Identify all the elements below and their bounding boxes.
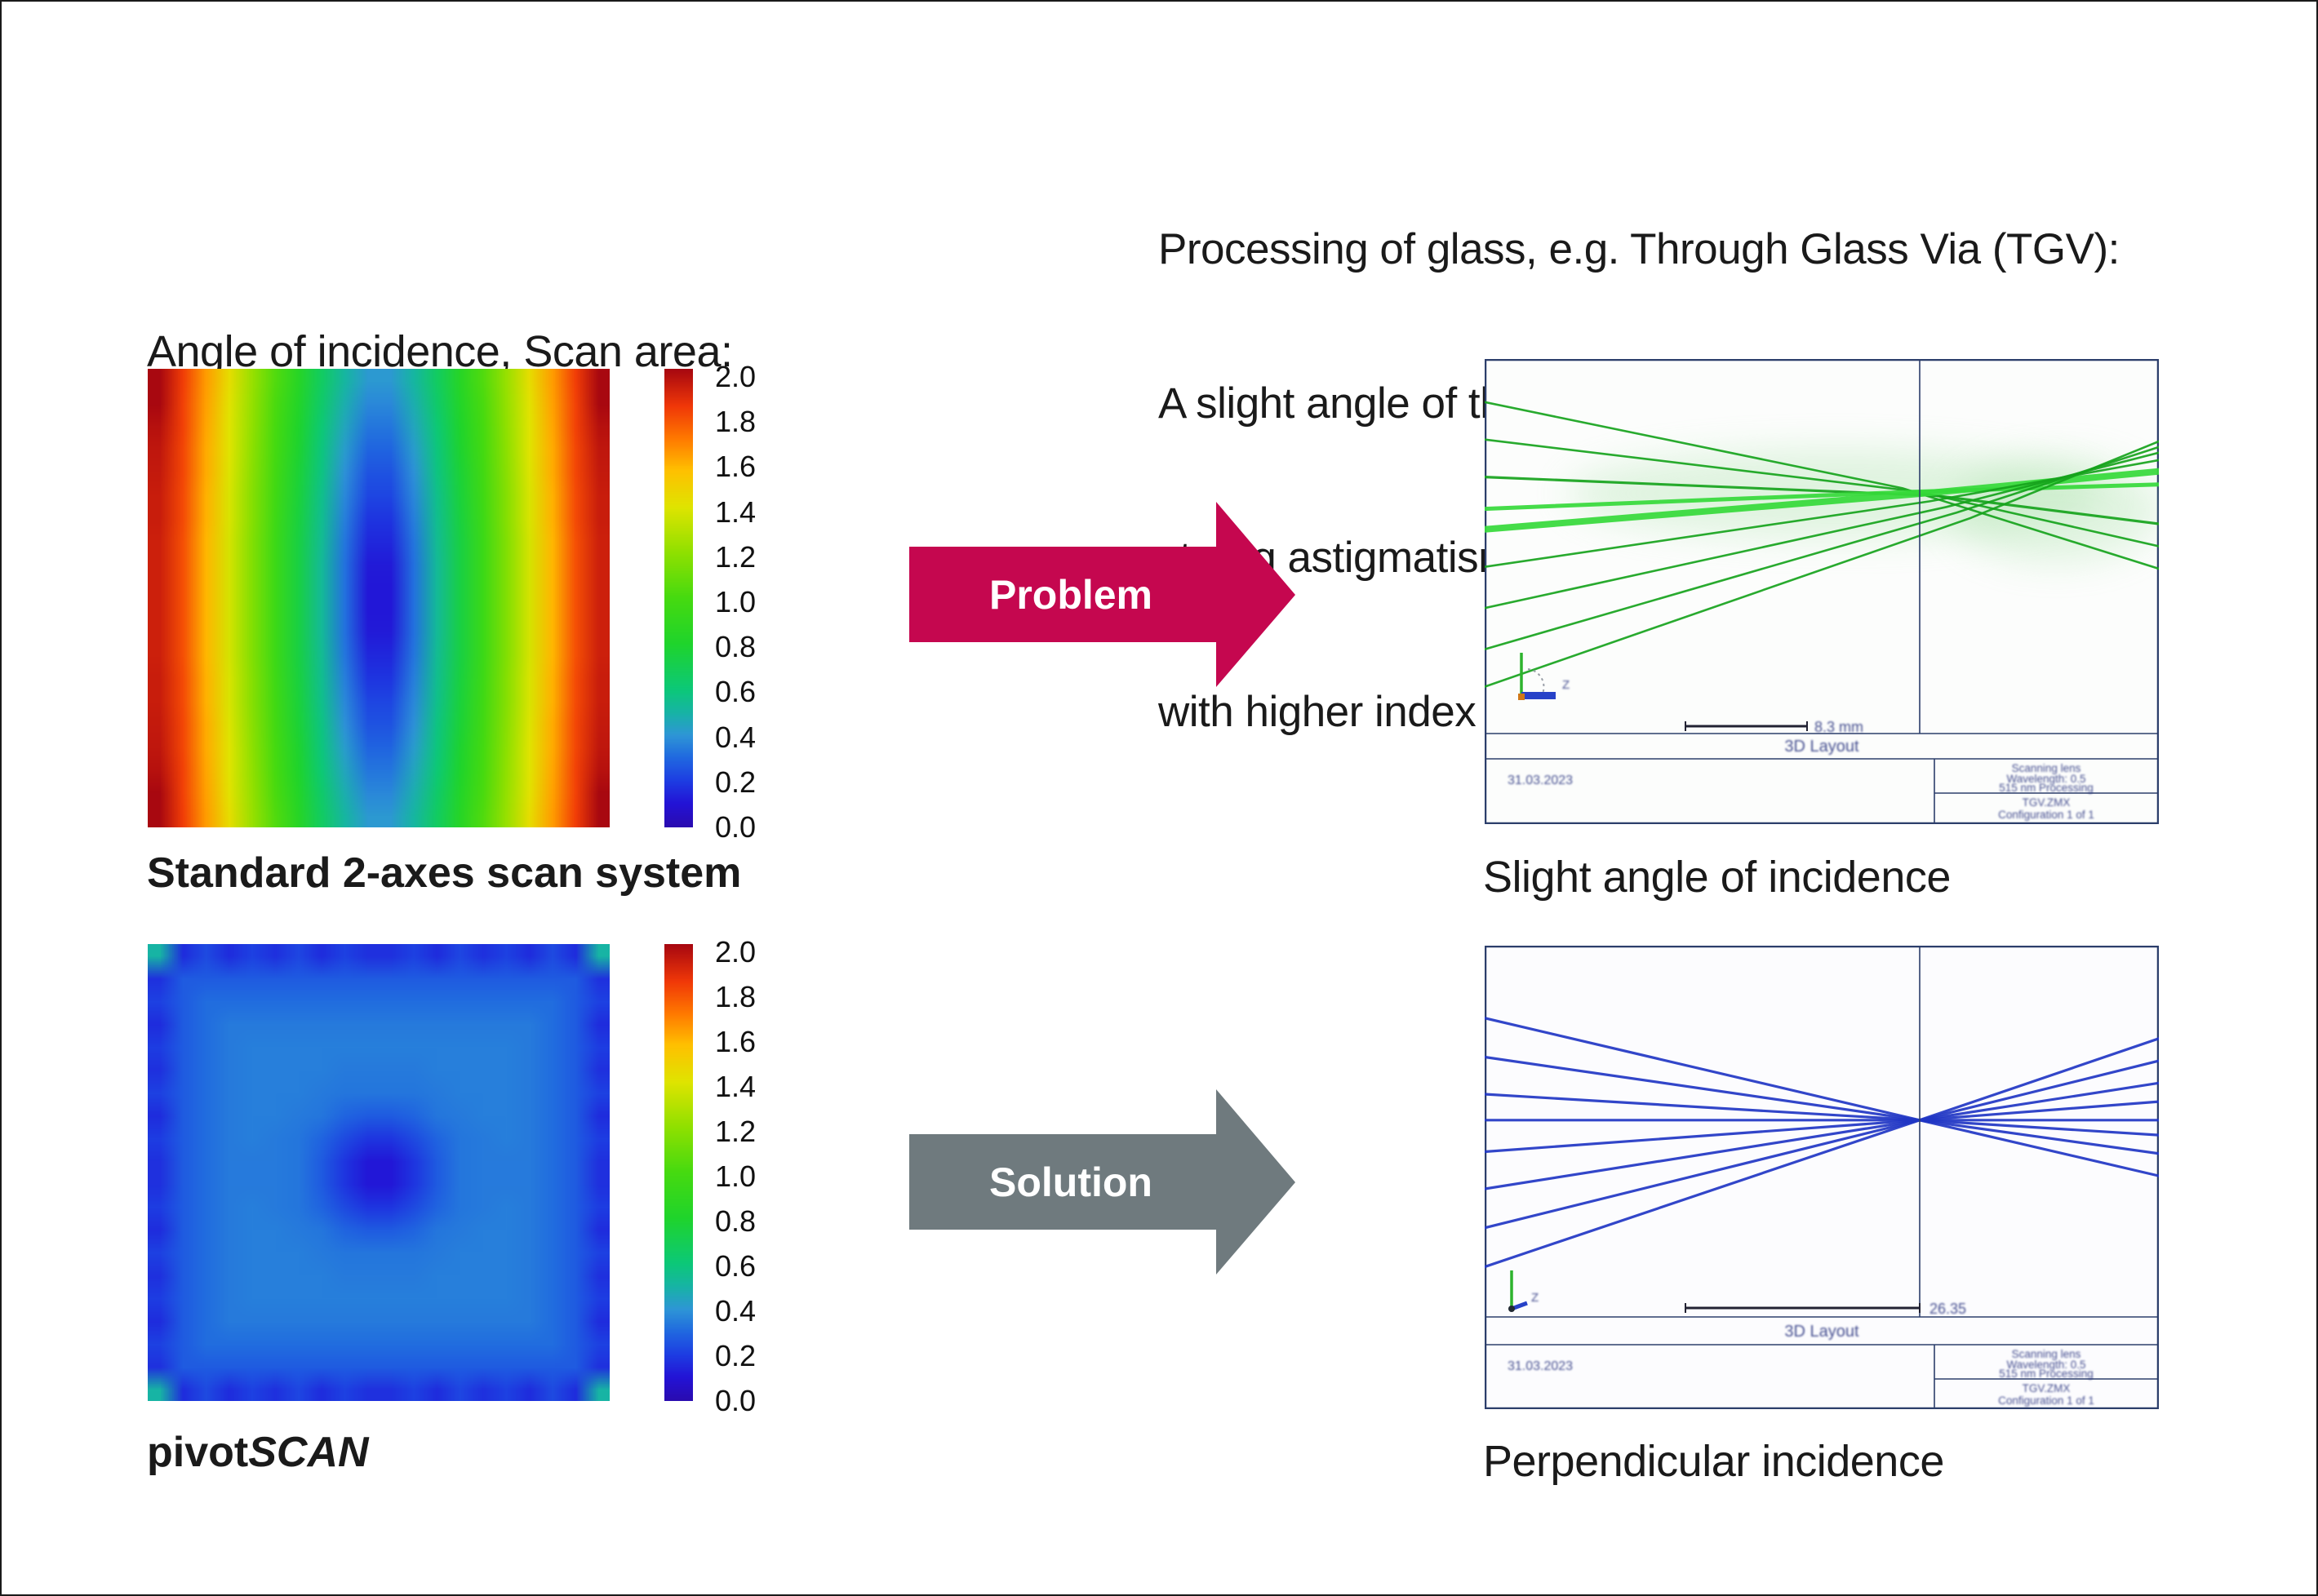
z-axis-label: Z	[1562, 678, 1570, 692]
titleblock-line2: Wavelength: 0.5	[2006, 1359, 2085, 1371]
origin-icon	[1508, 1306, 1515, 1312]
light-ray	[1485, 401, 2159, 570]
colorbar-tick-label: 0.8	[715, 630, 757, 664]
diagram-frame	[1485, 946, 2159, 1409]
ray-diagram-blue: Z 26.35 3D Layout 31.03.2023 Scanning le…	[1485, 946, 2159, 1409]
solution-arrow-shape	[909, 1089, 1295, 1275]
colorbar-tick-label: 2.0	[715, 360, 757, 393]
pivot-label-italic: SCAN	[248, 1429, 369, 1476]
left-caption-line1: Angle of incidence, Scan area:	[147, 327, 733, 376]
titleblock-date: 31.03.2023	[1508, 774, 1573, 787]
scale-bar-label: 8.3 mm	[1814, 719, 1863, 735]
colorbar-tick-label: 0.0	[715, 809, 757, 844]
light-ray	[1485, 459, 2159, 568]
colorbar-tick-label: 0.6	[715, 1249, 757, 1283]
colorbar-tick-label: 1.4	[715, 494, 757, 529]
colorbar-tick-label: 1.8	[715, 980, 757, 1013]
colorbar-tick-label: 1.4	[715, 1070, 757, 1103]
titleblock-line3: 515 nm Processing	[1999, 782, 2094, 794]
solution-arrow-label: Solution	[989, 1159, 1152, 1205]
z-axis-icon	[1521, 692, 1556, 699]
colorbar-pivotscan	[664, 944, 693, 1401]
colorbar-tick-label: 0.6	[715, 675, 757, 709]
scale-bar-label: 26.35	[1929, 1301, 1966, 1317]
colorbar-pivotscan-ticks: 2.0 1.8 1.6 1.4 1.2 1.0 0.8 0.6 0.4 0.2 0.0	[715, 935, 788, 1417]
colorbar-tick-label: 2.0	[715, 935, 757, 969]
axis-triad: Z	[1518, 653, 1570, 700]
colorbar-tick-label: 1.6	[715, 1025, 757, 1058]
heatmap-pivotscan	[148, 944, 610, 1401]
titleblock-line4: TGV.ZMX	[2023, 796, 2071, 809]
problem-arrow-label: Problem	[989, 572, 1152, 618]
heatmap-pivotscan-label: pivotSCAN	[147, 1428, 369, 1477]
titleblock-line2: Wavelength: 0.5	[2006, 773, 2085, 785]
pivot-label-regular: pivot	[147, 1429, 249, 1476]
colorbar-tick-label: 0.8	[715, 1204, 757, 1238]
titleblock-line1: Scanning lens	[2012, 1348, 2081, 1360]
axis-triad: Z	[1508, 1270, 1539, 1312]
diagram-frame	[1485, 359, 2159, 824]
colorbar-tick-label: 1.0	[715, 1159, 757, 1193]
diagram-blue-caption: Perpendicular incidence	[1483, 1437, 1944, 1486]
colorbar-standard-ticks: 2.0 1.8 1.6 1.4 1.2 1.0 0.8 0.6 0.4 0.2 0.0	[715, 360, 788, 844]
scale-bar: 26.35	[1685, 1301, 1966, 1317]
layout-strip-label: 3D Layout	[1784, 1323, 1859, 1341]
colorbar-tick-label: 0.2	[715, 765, 757, 799]
layout-strip-label: 3D Layout	[1784, 738, 1859, 756]
colorbar-tick-label: 0.0	[715, 1384, 757, 1417]
triad-arc	[1527, 668, 1545, 696]
colorbar-standard	[664, 369, 693, 827]
titleblock-line3: 515 nm Processing	[1999, 1368, 2094, 1380]
titleblock-line5: Configuration 1 of 1	[1998, 1394, 2094, 1407]
right-caption-line1: Processing of glass, e.g. Through Glass …	[1158, 225, 2120, 273]
solution-arrow: Solution	[909, 1089, 1295, 1275]
light-ray	[1485, 440, 2159, 688]
origin-icon	[1518, 694, 1525, 700]
colorbar-tick-label: 1.2	[715, 1115, 757, 1148]
scale-bar: 8.3 mm	[1685, 719, 1863, 735]
colorbar-tick-label: 0.4	[715, 720, 757, 754]
colorbar-tick-label: 1.0	[715, 584, 757, 618]
light-ray	[1485, 476, 2159, 525]
ray-diagram-green: Z 8.3 mm 3D Layout 31.03.2023 Scanning l…	[1485, 359, 2159, 824]
colorbar-tick-label: 0.2	[715, 1339, 757, 1372]
titleblock-line4: TGV.ZMX	[2023, 1382, 2071, 1394]
titleblock-line5: Configuration 1 of 1	[1998, 809, 2094, 821]
problem-arrow: Problem	[909, 502, 1295, 687]
titleblock-date: 31.03.2023	[1508, 1359, 1573, 1373]
heatmap-standard-label: Standard 2-axes scan system	[147, 849, 742, 897]
problem-arrow-shape	[909, 502, 1295, 687]
colorbar-tick-label: 1.6	[715, 450, 757, 484]
colorbar-tick-label: 1.8	[715, 405, 757, 439]
colorbar-tick-label: 0.4	[715, 1294, 757, 1328]
diagram-green-caption: Slight angle of incidence	[1483, 853, 1951, 902]
colorbar-tick-label: 1.2	[715, 539, 757, 574]
heatmap-standard	[148, 369, 610, 827]
titleblock-line1: Scanning lens	[2012, 762, 2081, 774]
z-axis-label: Z	[1531, 1291, 1539, 1305]
